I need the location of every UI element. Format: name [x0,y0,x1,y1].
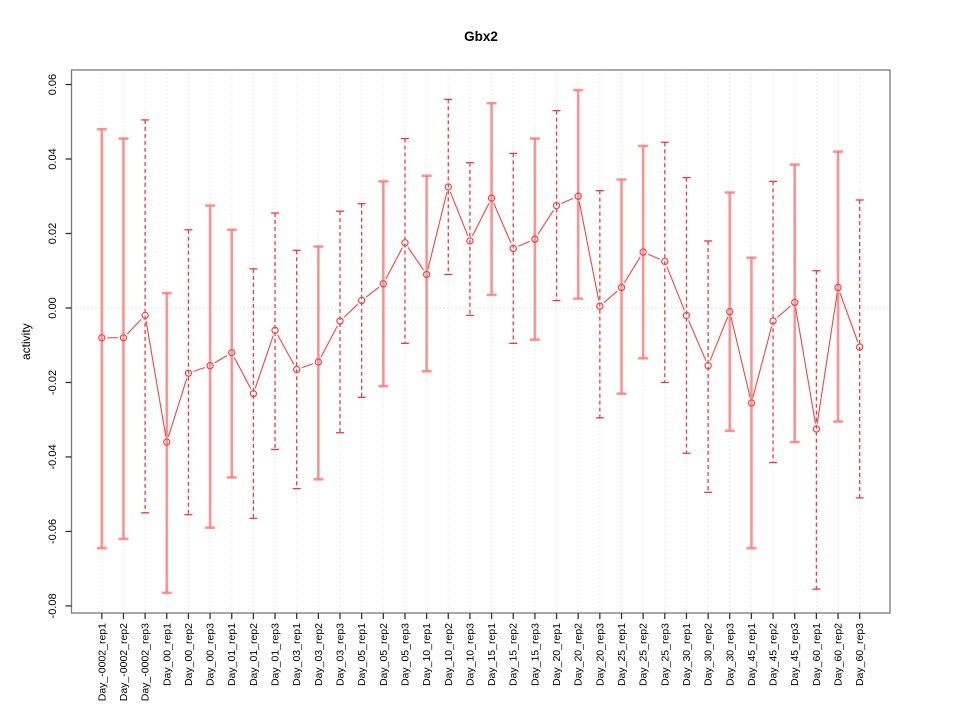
svg-text:Day_00_rep2: Day_00_rep2 [183,623,195,686]
svg-text:Day_-0002_rep2: Day_-0002_rep2 [118,623,130,701]
svg-text:0.06: 0.06 [47,74,59,95]
svg-text:Day_01_rep3: Day_01_rep3 [270,623,282,686]
svg-text:Day_10_rep1: Day_10_rep1 [421,623,433,686]
svg-text:Day_25_rep3: Day_25_rep3 [659,623,671,686]
svg-text:Day_45_rep2: Day_45_rep2 [768,623,780,686]
chart-title: Gbx2 [464,29,498,44]
svg-text:Day_45_rep3: Day_45_rep3 [789,623,801,686]
svg-text:Day_15_rep2: Day_15_rep2 [508,623,520,686]
svg-text:Day_30_rep2: Day_30_rep2 [703,623,715,686]
svg-text:0.04: 0.04 [47,148,59,169]
svg-text:Day_20_rep3: Day_20_rep3 [594,623,606,686]
svg-text:Day_10_rep2: Day_10_rep2 [443,623,455,686]
svg-text:Day_05_rep1: Day_05_rep1 [356,623,368,686]
svg-text:Day_60_rep3: Day_60_rep3 [854,623,866,686]
svg-text:-0.02: -0.02 [47,370,59,395]
svg-text:Day_15_rep3: Day_15_rep3 [529,623,541,686]
svg-text:Day_60_rep1: Day_60_rep1 [811,623,823,686]
svg-text:Day_20_rep2: Day_20_rep2 [573,623,585,686]
svg-text:Day_45_rep1: Day_45_rep1 [746,623,758,686]
svg-text:Day_03_rep3: Day_03_rep3 [335,623,347,686]
svg-text:Day_05_rep3: Day_05_rep3 [399,623,411,686]
svg-text:Day_00_rep3: Day_00_rep3 [205,623,217,686]
svg-text:Day_30_rep1: Day_30_rep1 [681,623,693,686]
svg-text:Day_01_rep1: Day_01_rep1 [226,623,238,686]
svg-text:Day_10_rep3: Day_10_rep3 [464,623,476,686]
svg-text:Day_15_rep1: Day_15_rep1 [486,623,498,686]
svg-text:Day_20_rep1: Day_20_rep1 [551,623,563,686]
svg-text:-0.08: -0.08 [47,593,59,618]
svg-text:Day_-0002_rep1: Day_-0002_rep1 [96,623,108,701]
svg-text:Day_25_rep2: Day_25_rep2 [638,623,650,686]
svg-text:Day_00_rep1: Day_00_rep1 [161,623,173,686]
svg-text:Day_25_rep1: Day_25_rep1 [616,623,628,686]
svg-text:0.00: 0.00 [47,297,59,318]
svg-text:Day_30_rep3: Day_30_rep3 [724,623,736,686]
svg-text:-0.04: -0.04 [47,444,59,469]
svg-text:Day_03_rep1: Day_03_rep1 [291,623,303,686]
svg-text:Day_-0002_rep3: Day_-0002_rep3 [140,623,152,701]
svg-text:Day_01_rep2: Day_01_rep2 [248,623,260,686]
svg-text:Day_03_rep2: Day_03_rep2 [313,623,325,686]
svg-text:Day_60_rep2: Day_60_rep2 [833,623,845,686]
svg-text:0.02: 0.02 [47,223,59,244]
svg-text:-0.06: -0.06 [47,519,59,544]
svg-text:Day_05_rep2: Day_05_rep2 [378,623,390,686]
